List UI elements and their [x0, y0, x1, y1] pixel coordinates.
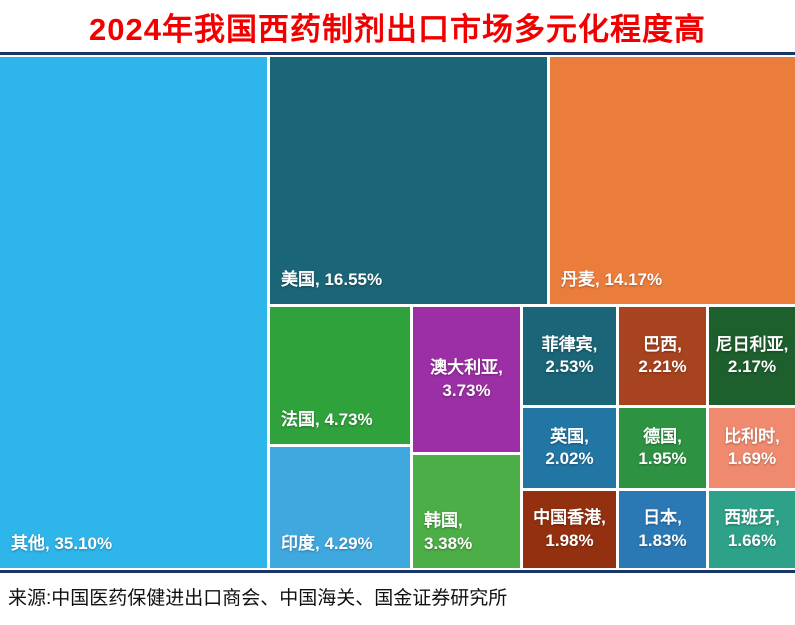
- treemap-tile-uk: 英国, 2.02%: [523, 408, 616, 488]
- treemap-tile-nigeria: 尼日利亚, 2.17%: [709, 307, 795, 405]
- title-divider: [0, 52, 795, 55]
- tile-label-japan: 日本, 1.83%: [638, 508, 687, 550]
- treemap-tile-spain: 西班牙, 1.66%: [709, 491, 795, 568]
- tile-label-spain: 西班牙, 1.66%: [724, 508, 780, 550]
- tile-label-uk: 英国, 2.02%: [545, 426, 594, 468]
- tile-label-hong-kong: 中国香港, 1.98%: [533, 508, 606, 550]
- treemap-chart: 其他, 35.10% 美国, 16.55% 丹麦, 14.17% 法国, 4.7…: [0, 57, 795, 568]
- treemap-tile-france: 法国, 4.73%: [270, 307, 410, 444]
- source-note: 来源:中国医药保健进出口商会、中国海关、国金证券研究所: [0, 573, 795, 625]
- treemap-tile-philippines: 菲律宾, 2.53%: [523, 307, 616, 405]
- treemap-tile-australia: 澳大利亚, 3.73%: [413, 307, 520, 452]
- treemap-tile-japan: 日本, 1.83%: [619, 491, 706, 568]
- tile-label-australia: 澳大利亚, 3.73%: [430, 358, 503, 400]
- chart-header: 2024年我国西药制剂出口市场多元化程度高: [0, 0, 795, 52]
- tile-label-south-korea: 韩国, 3.38%: [424, 511, 473, 553]
- tile-label-brazil: 巴西, 2.21%: [638, 334, 687, 376]
- tile-label-nigeria: 尼日利亚, 2.17%: [715, 334, 789, 376]
- footer-divider: [0, 570, 795, 573]
- treemap-tile-hong-kong: 中国香港, 1.98%: [523, 491, 616, 568]
- tile-label-usa: 美国, 16.55%: [281, 269, 383, 289]
- treemap-tile-south-korea: 韩国, 3.38%: [413, 455, 520, 568]
- source-text: 来源:中国医药保健进出口商会、中国海关、国金证券研究所: [8, 587, 508, 609]
- treemap-tile-brazil: 巴西, 2.21%: [619, 307, 706, 405]
- treemap-tile-usa: 美国, 16.55%: [270, 57, 547, 304]
- tile-label-denmark: 丹麦, 14.17%: [561, 269, 663, 289]
- treemap-tile-belgium: 比利时, 1.69%: [709, 408, 795, 488]
- tile-label-india: 印度, 4.29%: [281, 533, 373, 553]
- treemap-tile-india: 印度, 4.29%: [270, 447, 410, 568]
- tile-label-france: 法国, 4.73%: [281, 409, 373, 429]
- treemap-tile-germany: 德国, 1.95%: [619, 408, 706, 488]
- treemap-tile-denmark: 丹麦, 14.17%: [550, 57, 795, 304]
- tile-label-others: 其他, 35.10%: [11, 533, 113, 553]
- tile-label-belgium: 比利时, 1.69%: [724, 426, 780, 468]
- chart-title: 2024年我国西药制剂出口市场多元化程度高: [89, 11, 706, 47]
- treemap-tile-others: 其他, 35.10%: [0, 57, 267, 568]
- tile-label-philippines: 菲律宾, 2.53%: [541, 334, 598, 376]
- tile-label-germany: 德国, 1.95%: [638, 426, 687, 468]
